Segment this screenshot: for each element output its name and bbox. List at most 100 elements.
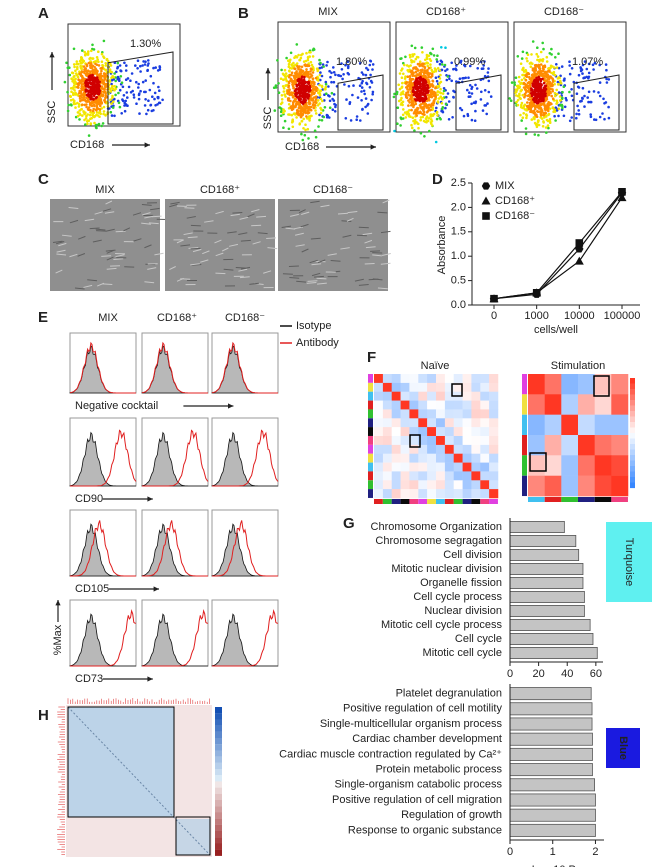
event-dot bbox=[307, 115, 311, 118]
event-dot bbox=[139, 64, 142, 68]
event-dot bbox=[134, 64, 137, 67]
event-dot bbox=[110, 79, 114, 82]
event-dot bbox=[607, 116, 611, 120]
event-dot bbox=[568, 90, 571, 94]
colorbar-step bbox=[215, 824, 222, 832]
heatmap-cell bbox=[471, 444, 481, 455]
event-dot bbox=[291, 125, 295, 129]
event-dot bbox=[98, 102, 101, 105]
panel-label: F bbox=[367, 349, 376, 366]
event-dot bbox=[587, 100, 590, 104]
event-dot bbox=[89, 82, 93, 86]
event-dot bbox=[553, 82, 556, 86]
cell-streak bbox=[368, 278, 379, 281]
event-dot bbox=[557, 107, 561, 111]
event-dot bbox=[85, 100, 88, 103]
event-dot bbox=[104, 62, 107, 65]
cell-streak bbox=[281, 225, 292, 228]
event-dot bbox=[311, 77, 315, 80]
event-dot bbox=[320, 74, 324, 78]
event-dot bbox=[343, 83, 346, 86]
event-dot bbox=[521, 50, 525, 54]
category-label: Mitotic cell cycle process bbox=[381, 619, 503, 631]
event-dot bbox=[538, 77, 542, 81]
heatmap-cell bbox=[391, 489, 401, 499]
heatmap-cell bbox=[544, 414, 562, 436]
event-dot bbox=[95, 56, 99, 59]
event-dot bbox=[297, 79, 300, 82]
event-dot bbox=[581, 72, 584, 75]
event-dot bbox=[410, 97, 413, 100]
event-dot bbox=[551, 97, 555, 100]
module-bar bbox=[522, 414, 527, 436]
event-dot bbox=[421, 112, 424, 116]
event-dot bbox=[407, 90, 410, 94]
cell-streak bbox=[84, 218, 95, 222]
event-dot bbox=[519, 82, 522, 85]
event-dot bbox=[80, 67, 83, 71]
event-dot bbox=[411, 59, 414, 63]
event-dot bbox=[303, 133, 307, 137]
heatmap-cell bbox=[462, 471, 472, 481]
cell-streak bbox=[78, 235, 86, 240]
event-dot bbox=[70, 90, 73, 93]
x-tick-label: 0 bbox=[507, 846, 513, 858]
event-dot bbox=[421, 96, 425, 100]
event-dot bbox=[120, 112, 123, 115]
event-dot bbox=[105, 79, 109, 82]
event-dot bbox=[422, 105, 425, 109]
heatmap-cell bbox=[391, 400, 401, 410]
event-dot bbox=[69, 94, 72, 98]
heatmap-cell bbox=[453, 480, 463, 490]
event-dot bbox=[417, 73, 420, 77]
event-dot bbox=[515, 88, 518, 92]
module-bar bbox=[368, 436, 373, 445]
event-dot bbox=[522, 73, 525, 77]
event-dot bbox=[442, 87, 446, 90]
event-dot bbox=[289, 78, 293, 82]
event-dot bbox=[522, 69, 526, 73]
category-label: Cell cycle bbox=[455, 633, 502, 645]
event-dot bbox=[100, 102, 103, 105]
heatmap-cell bbox=[436, 418, 446, 428]
bar bbox=[509, 521, 565, 534]
event-dot bbox=[300, 78, 303, 81]
event-dot bbox=[534, 78, 538, 81]
event-dot bbox=[524, 94, 527, 97]
row-label: CD73 bbox=[75, 673, 103, 685]
event-dot bbox=[324, 82, 328, 86]
event-dot bbox=[347, 73, 351, 76]
event-dot bbox=[400, 91, 403, 94]
event-dot bbox=[327, 85, 330, 88]
heatmap-title: Stimulation bbox=[551, 360, 605, 372]
event-dot bbox=[305, 115, 308, 118]
cell-streak bbox=[247, 213, 255, 218]
event-dot bbox=[284, 77, 287, 80]
event-dot bbox=[297, 107, 301, 110]
event-dot bbox=[423, 93, 426, 96]
category-label: Single-organism catabolic process bbox=[334, 779, 502, 791]
event-dot bbox=[436, 93, 440, 96]
heatmap-cell bbox=[409, 462, 419, 472]
event-dot bbox=[125, 91, 129, 94]
event-dot bbox=[534, 66, 537, 69]
event-dot bbox=[309, 60, 313, 64]
event-dot bbox=[368, 86, 372, 89]
event-dot bbox=[295, 91, 298, 94]
event-dot bbox=[421, 51, 424, 54]
heatmap-cell bbox=[418, 391, 428, 401]
heatmap-cell bbox=[427, 409, 437, 419]
event-dot bbox=[418, 94, 422, 97]
y-tick-label: 1.5 bbox=[451, 226, 466, 238]
event-dot bbox=[98, 89, 102, 93]
event-dot bbox=[157, 85, 160, 89]
event-dot bbox=[560, 65, 564, 68]
cell-streak bbox=[267, 247, 278, 250]
event-dot bbox=[410, 69, 414, 73]
event-dot bbox=[298, 91, 302, 94]
heatmap-cell bbox=[444, 480, 455, 490]
colorbar-step bbox=[215, 812, 222, 819]
category-label: Response to organic substance bbox=[348, 824, 502, 836]
cell-streak bbox=[105, 228, 115, 232]
event-dot bbox=[80, 70, 84, 74]
